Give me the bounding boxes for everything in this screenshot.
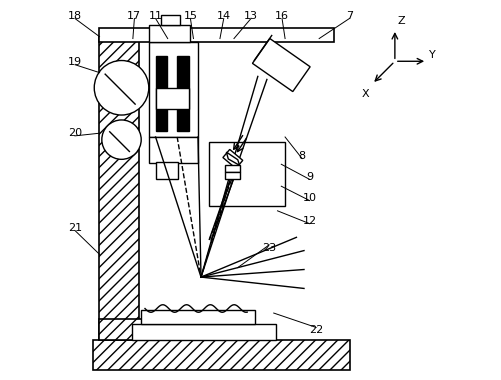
Bar bbox=[177, 55, 188, 131]
Bar bbox=[148, 25, 190, 42]
Bar bbox=[225, 165, 240, 172]
Bar bbox=[225, 172, 240, 179]
Bar bbox=[131, 325, 275, 340]
Polygon shape bbox=[252, 38, 310, 92]
Text: 14: 14 bbox=[216, 11, 230, 21]
Bar bbox=[99, 319, 148, 340]
Bar bbox=[155, 55, 167, 131]
Text: Y: Y bbox=[428, 50, 435, 60]
Text: 18: 18 bbox=[68, 11, 82, 21]
Text: 20: 20 bbox=[68, 128, 82, 138]
Text: 8: 8 bbox=[298, 151, 305, 161]
Text: 13: 13 bbox=[243, 11, 258, 21]
Bar bbox=[93, 340, 350, 370]
Text: 19: 19 bbox=[68, 57, 82, 67]
Text: Z: Z bbox=[397, 16, 405, 26]
Bar bbox=[141, 310, 255, 325]
Bar bbox=[148, 137, 197, 163]
Text: X: X bbox=[361, 89, 368, 98]
Text: 17: 17 bbox=[127, 11, 141, 21]
Bar bbox=[148, 42, 197, 137]
Circle shape bbox=[102, 120, 141, 159]
Text: 9: 9 bbox=[306, 172, 313, 182]
Bar bbox=[155, 88, 188, 109]
Text: 12: 12 bbox=[302, 216, 316, 226]
Text: 15: 15 bbox=[183, 11, 197, 21]
Text: 11: 11 bbox=[148, 11, 162, 21]
Bar bbox=[99, 28, 333, 42]
Circle shape bbox=[94, 60, 148, 115]
Text: 21: 21 bbox=[68, 223, 82, 233]
Text: 23: 23 bbox=[262, 242, 276, 253]
Text: 7: 7 bbox=[345, 11, 352, 21]
Bar bbox=[209, 141, 285, 206]
Bar bbox=[160, 15, 179, 25]
Text: 16: 16 bbox=[275, 11, 289, 21]
Polygon shape bbox=[226, 152, 239, 165]
Bar bbox=[99, 36, 138, 340]
Text: 22: 22 bbox=[309, 325, 323, 335]
Polygon shape bbox=[222, 149, 242, 168]
Bar bbox=[155, 162, 177, 179]
Text: 10: 10 bbox=[302, 193, 316, 203]
